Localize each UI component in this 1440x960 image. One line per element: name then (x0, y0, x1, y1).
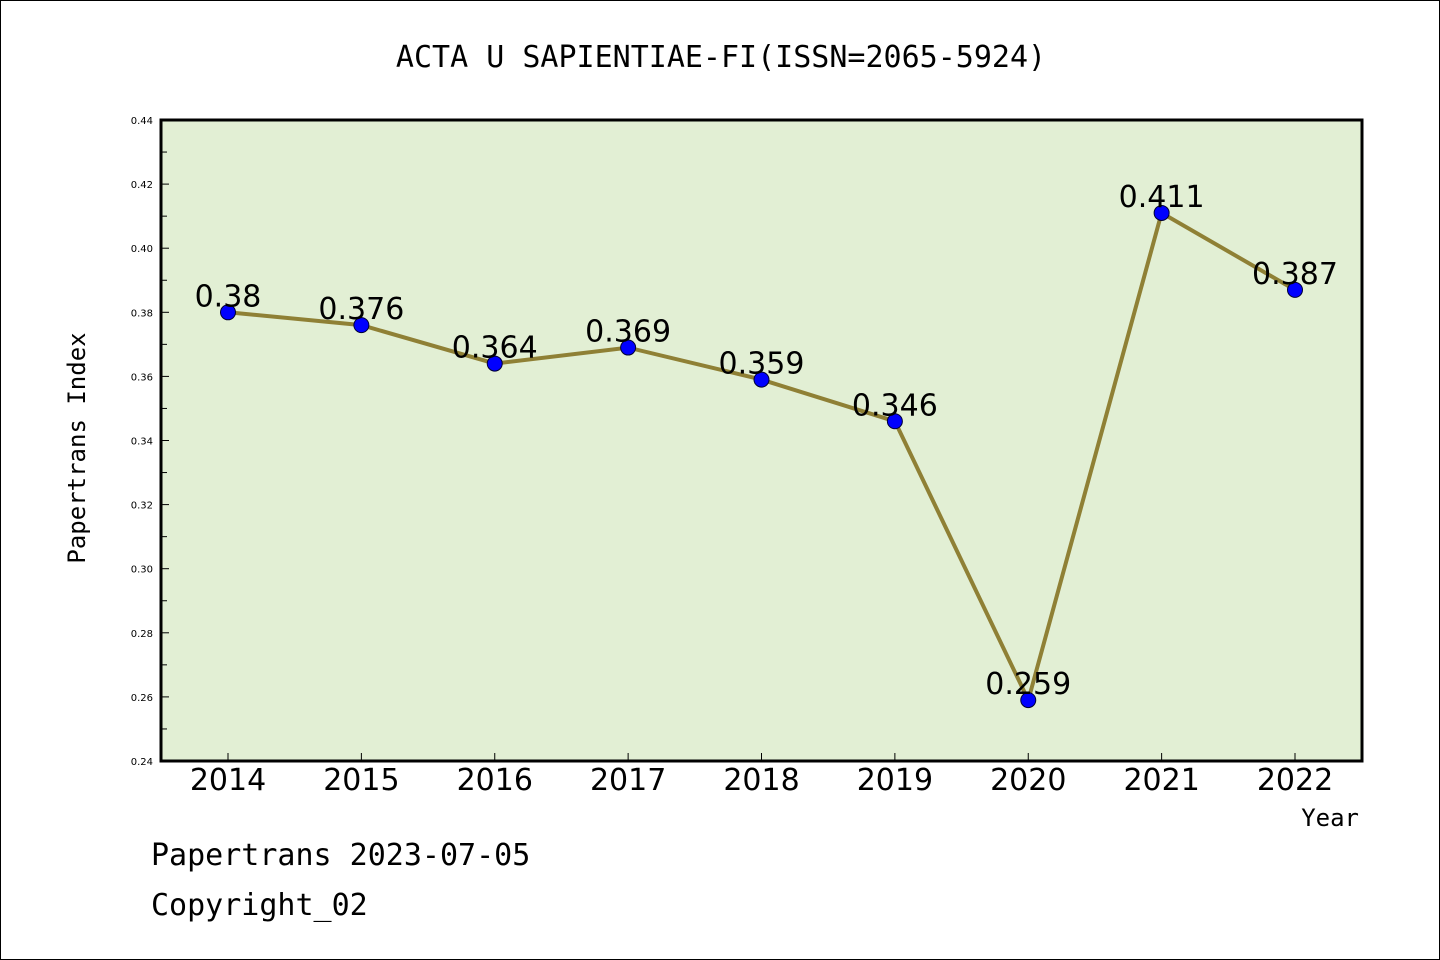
x-tick-label: 2015 (323, 763, 399, 798)
x-tick-label: 2017 (590, 763, 666, 798)
plot-area (159, 118, 1364, 763)
y-axis: 0.24 0.26 0.28 0.30 0.32 0.34 0.36 0.38 0.40 0.42… (131, 116, 169, 768)
y-tick-label: 0.36 (131, 372, 153, 383)
x-tick-label: 2021 (1123, 763, 1199, 798)
y-tick-label: 0.42 (131, 180, 153, 191)
x-axis: 2014 2015 2016 2017 2018 2019 2020 2021 2022 (190, 753, 1333, 798)
x-axis-label: Year (1301, 804, 1359, 832)
data-point (753, 371, 770, 388)
y-tick-label: 0.38 (131, 308, 153, 319)
data-label: 0.38 (195, 279, 262, 314)
data-label: 0.376 (318, 292, 404, 327)
data-label: 0.259 (985, 667, 1071, 702)
footer-date: Papertrans 2023-07-05 (151, 838, 530, 873)
data-point (486, 355, 503, 372)
x-tick-label: 2020 (990, 763, 1066, 798)
x-tick-label: 2016 (457, 763, 533, 798)
y-tick-label: 0.24 (131, 757, 153, 768)
y-tick-label: 0.44 (131, 116, 153, 127)
data-point (1153, 204, 1170, 221)
y-tick-label: 0.30 (131, 565, 153, 576)
y-tick-label: 0.32 (131, 501, 153, 512)
data-label: 0.387 (1252, 257, 1338, 292)
data-point (353, 317, 370, 334)
y-tick-label: 0.26 (131, 693, 153, 704)
y-tick-label: 0.28 (131, 629, 153, 640)
data-label: 0.364 (452, 331, 538, 366)
data-point (1287, 281, 1303, 298)
data-point (620, 339, 637, 356)
data-point (220, 304, 236, 321)
data-label: 0.411 (1119, 180, 1205, 215)
y-tick-label: 0.34 (131, 437, 153, 448)
y-tick-label: 0.40 (131, 244, 153, 255)
chart-title: ACTA U SAPIENTIAE-FI(ISSN=2065-5924) (396, 40, 1046, 75)
footer-copyright: Copyright_02 (151, 888, 368, 923)
x-tick-label: 2019 (857, 763, 933, 798)
x-tick-label: 2014 (190, 763, 266, 798)
data-label: 0.359 (719, 347, 805, 382)
data-points (220, 204, 1303, 709)
x-tick-label: 2022 (1257, 763, 1333, 798)
data-point (1020, 692, 1037, 709)
y-axis-label: Papertrans Index (63, 332, 91, 563)
data-labels: 0.38 0.376 0.364 0.369 0.359 0.346 0.259 0.411 0… (195, 180, 1338, 702)
data-label: 0.369 (585, 315, 671, 350)
x-tick-label: 2018 (723, 763, 799, 798)
data-point (886, 413, 903, 430)
data-label: 0.346 (852, 388, 938, 423)
